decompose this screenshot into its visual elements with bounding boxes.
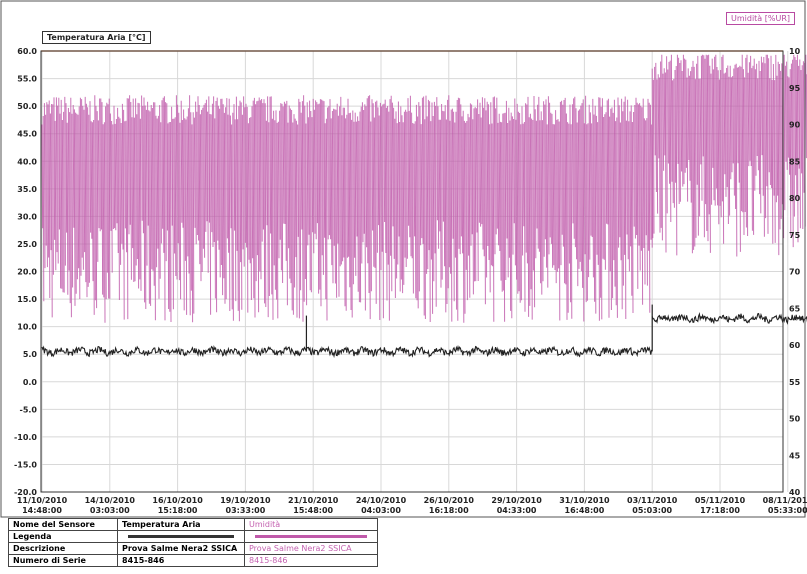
- x-tick-date: 21/10/2010: [288, 496, 339, 505]
- x-tick-date: 16/10/2010: [152, 496, 203, 505]
- x-tick-time: 14:48:00: [22, 506, 62, 515]
- x-tick-time: 05:33:00: [768, 506, 807, 515]
- x-tick-time: 05:03:00: [632, 506, 672, 515]
- y-right-tick-label: 85: [789, 157, 801, 166]
- x-tick-time: 16:48:00: [565, 506, 605, 515]
- row-label: Legenda: [8, 530, 118, 543]
- table-row: Numero di Serie 8415-846 8415-846: [8, 554, 378, 567]
- y-left-tick-label: -10.0: [14, 433, 37, 442]
- y-right-tick-label: 10: [789, 47, 801, 56]
- humidity-series: [41, 50, 807, 323]
- y-left-ticks: 60.0 55.0 50.0 45.0 40.0 35.0 30.0 25.0 20.0 15.0…: [14, 47, 37, 497]
- y-right-tick-label: 45: [789, 451, 801, 460]
- y-right-tick-label: 50: [789, 415, 801, 424]
- y-right-tick-label: 90: [789, 121, 801, 130]
- axes: [0, 0, 806, 518]
- grid: [41, 50, 789, 493]
- sensor-info-table: Nome del Sensore Temperatura Aria Umidit…: [8, 518, 378, 567]
- cell-temp: Prova Salme Nera2 SSICA: [117, 542, 245, 555]
- row-label: Nome del Sensore: [8, 518, 118, 531]
- y-right-tick-label: 65: [789, 304, 801, 313]
- x-tick-time: 16:18:00: [429, 506, 469, 515]
- y-left-tick-label: 55.0: [17, 75, 37, 84]
- y-left-tick-label: 40.0: [17, 157, 37, 166]
- y-left-tick-label: 35.0: [17, 185, 37, 194]
- row-label: Descrizione: [8, 542, 118, 555]
- y-right-tick-label: 70: [789, 268, 801, 277]
- temperature-series: [41, 304, 807, 359]
- x-tick-date: 26/10/2010: [424, 496, 475, 505]
- x-tick-date: 31/10/2010: [559, 496, 610, 505]
- x-tick-date: 14/10/2010: [85, 496, 136, 505]
- y-left-tick-label: 5.0: [23, 350, 38, 359]
- y-left-tick-label: 0.0: [23, 378, 38, 387]
- y-left-tick-label: 60.0: [17, 47, 37, 56]
- humidity-line: [651, 54, 807, 257]
- y-right-tick-label: 60: [789, 341, 801, 350]
- y-right-tick-label: 80: [789, 194, 801, 203]
- x-tick-date: 29/10/2010: [491, 496, 542, 505]
- x-tick-time: 15:48:00: [293, 506, 333, 515]
- y-right-tick-label: 40: [789, 488, 801, 497]
- y-left-tick-label: 25.0: [17, 240, 37, 249]
- x-tick-date: 11/10/2010: [17, 496, 68, 505]
- y-right-ticks: 10 95 90 85 80 75 70 65 60 55 50 45 40: [789, 47, 801, 497]
- cell-hum: Umidità: [244, 518, 378, 531]
- x-tick-date: 03/11/2010: [627, 496, 678, 505]
- cell-hum: Prova Salme Nera2 SSICA: [244, 542, 378, 555]
- table-row: Nome del Sensore Temperatura Aria Umidit…: [8, 518, 378, 531]
- x-tick-date: 24/10/2010: [356, 496, 407, 505]
- row-label: Numero di Serie: [8, 554, 118, 567]
- temperature-line: [651, 311, 807, 325]
- plot-border: [40, 50, 784, 493]
- x-tick-time: 03:33:00: [226, 506, 266, 515]
- x-tick-date: 19/10/2010: [220, 496, 271, 505]
- x-tick-time: 04:33:00: [497, 506, 537, 515]
- y-left-tick-label: 30.0: [17, 212, 37, 221]
- y-left-tick-label: 20.0: [17, 268, 37, 277]
- y-left-tick-label: -15.0: [14, 460, 37, 469]
- y-right-tick-label: 95: [789, 84, 801, 93]
- legend-temperature: Temperatura Aria [°C]: [42, 31, 151, 44]
- legend-humidity: Umidità [%UR]: [726, 12, 796, 25]
- cell-hum: [244, 530, 378, 543]
- x-tick-time: 04:03:00: [361, 506, 401, 515]
- humidity-line: [41, 95, 653, 323]
- temperature-line: [41, 344, 653, 359]
- cell-temp: Temperatura Aria: [117, 518, 245, 531]
- x-tick-date: 08/11/2010: [763, 496, 807, 505]
- x-tick-time: 15:18:00: [158, 506, 198, 515]
- y-right-tick-label: 75: [789, 231, 801, 240]
- y-left-tick-label: 15.0: [17, 295, 37, 304]
- x-tick-time: 03:03:00: [90, 506, 130, 515]
- table-row: Legenda: [8, 530, 378, 543]
- y-left-tick-label: 50.0: [17, 102, 37, 111]
- y-left-tick-label: -5.0: [20, 405, 38, 414]
- table-row: Descrizione Prova Salme Nera2 SSICA Prov…: [8, 542, 378, 555]
- chart-frame: [0, 0, 806, 518]
- cell-temp: 8415-846: [117, 554, 245, 567]
- y-left-tick-label: 45.0: [17, 130, 37, 139]
- cell-temp: [117, 530, 245, 543]
- y-right-tick-label: 55: [789, 378, 801, 387]
- y-left-tick-label: -20.0: [14, 488, 37, 497]
- x-tick-time: 17:18:00: [700, 506, 740, 515]
- cell-hum: 8415-846: [244, 554, 378, 567]
- x-tick-date: 05/11/2010: [695, 496, 746, 505]
- y-left-tick-label: 10.0: [17, 323, 37, 332]
